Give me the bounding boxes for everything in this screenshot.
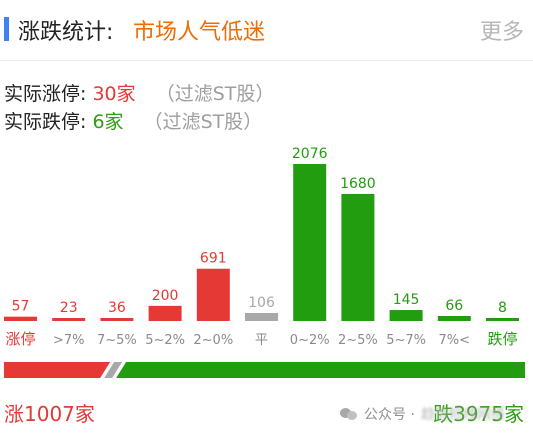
bar-9 bbox=[437, 316, 471, 321]
header-accent-bar bbox=[4, 17, 9, 41]
bar-value-label-9: 66 bbox=[445, 298, 463, 314]
category-label-0: 涨停 bbox=[5, 330, 35, 348]
bar-value-label-2: 36 bbox=[108, 300, 126, 316]
bar-value-label-4: 691 bbox=[200, 251, 227, 267]
category-label-8: 5~7% bbox=[386, 333, 426, 348]
bar-value-label-3: 200 bbox=[152, 288, 179, 304]
bar-0 bbox=[4, 316, 37, 321]
watermark: 公众号 · 趋势短线网络 bbox=[340, 404, 505, 424]
bar-value-label-6: 2076 bbox=[292, 146, 328, 162]
bar-5 bbox=[245, 312, 278, 321]
limit-down-stat: 实际跌停: 6家 （过滤ST股） bbox=[4, 107, 262, 134]
market-sentiment-label: 市场人气低迷 bbox=[133, 20, 266, 45]
category-label-10: 跌停 bbox=[487, 330, 517, 348]
category-label-7: 2~5% bbox=[338, 333, 378, 348]
category-label-6: 0~2% bbox=[290, 333, 330, 348]
bar-value-label-10: 8 bbox=[498, 300, 507, 316]
bar-value-label-5: 106 bbox=[248, 295, 275, 311]
watermark-text: 公众号 · bbox=[364, 407, 415, 423]
bar-value-label-7: 1680 bbox=[340, 176, 376, 192]
down-segment bbox=[116, 362, 525, 378]
limit-down-label: 实际跌停: bbox=[4, 111, 87, 133]
bar-4 bbox=[196, 268, 230, 321]
category-label-5: 平 bbox=[255, 333, 268, 348]
category-label-1: >7% bbox=[53, 333, 85, 348]
category-label-4: 2~0% bbox=[193, 333, 233, 348]
flat-segment bbox=[104, 362, 123, 378]
total-down-label: 跌3975家 bbox=[433, 402, 524, 426]
wechat-icon bbox=[340, 407, 358, 421]
limit-up-value: 30家 bbox=[92, 83, 136, 105]
up-down-ratio-bar bbox=[4, 362, 525, 378]
bar-7 bbox=[341, 193, 375, 321]
total-up-label: 涨1007家 bbox=[4, 402, 95, 426]
bar-2 bbox=[100, 318, 134, 321]
watermark-account-name: 趋势短线网络 bbox=[420, 407, 505, 423]
more-link[interactable]: 更多 bbox=[479, 20, 524, 45]
header: 涨跌统计: 市场人气低迷 更多 bbox=[0, 0, 533, 61]
bar-8 bbox=[389, 310, 423, 321]
category-label-9: 7%< bbox=[439, 333, 471, 348]
bar-10 bbox=[486, 318, 519, 321]
limit-up-stat: 实际涨停: 30家 （过滤ST股） bbox=[4, 79, 274, 106]
limit-up-label: 实际涨停: bbox=[4, 83, 87, 105]
category-label-2: 7~5% bbox=[97, 333, 137, 348]
bar-6 bbox=[293, 164, 327, 321]
bar-value-label-8: 145 bbox=[393, 292, 420, 308]
bar-1 bbox=[52, 318, 86, 321]
bar-value-label-0: 57 bbox=[12, 299, 30, 315]
page-title: 涨跌统计: bbox=[18, 20, 114, 45]
limit-down-note: （过滤ST股） bbox=[143, 111, 263, 133]
limit-up-note: （过滤ST股） bbox=[155, 83, 275, 105]
up-segment bbox=[4, 362, 111, 378]
bar-3 bbox=[148, 305, 182, 321]
distribution-chart: 57 涨停 23 >7% 36 7~5% 200 5~2% 691 2~0% 106 平 2076 0~2… bbox=[4, 146, 519, 348]
bar-value-label-1: 23 bbox=[60, 300, 78, 316]
category-label-3: 5~2% bbox=[145, 333, 185, 348]
limit-down-value: 6家 bbox=[92, 111, 124, 133]
